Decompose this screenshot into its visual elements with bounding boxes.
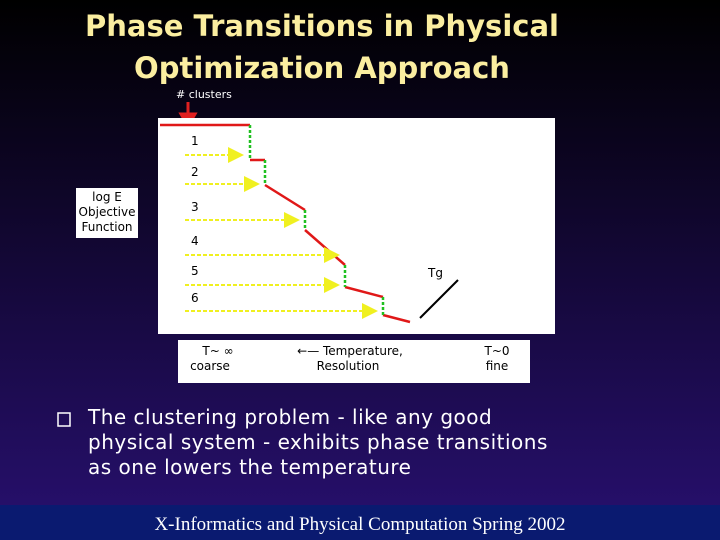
y-label: log E (92, 190, 122, 204)
x-label: coarse (190, 359, 230, 373)
title: Phase Transitions in Physical (85, 9, 559, 43)
cluster-label: 6 (191, 291, 199, 305)
footer: X-Informatics and Physical Computation S… (154, 514, 565, 535)
tg-arrow (419, 279, 459, 319)
x-label: T~0 (483, 344, 509, 358)
x-label: fine (486, 359, 509, 373)
cluster-label: 2 (191, 165, 199, 179)
cluster-label: 4 (191, 234, 199, 248)
y-marker: # clusters (176, 88, 232, 101)
y-label: Function (81, 220, 132, 234)
cluster-arrows (185, 147, 378, 319)
y-label: Objective (79, 205, 136, 219)
title: Optimization Approach (134, 51, 510, 85)
bullet-text: physical system - exhibits phase transit… (88, 430, 548, 454)
x-axis-box (178, 340, 530, 383)
y-label-box (76, 188, 138, 238)
x-label: T~ ∞ (201, 344, 233, 358)
x-label: Resolution (317, 359, 380, 373)
footer-bar (0, 505, 720, 540)
plot-area (158, 118, 555, 334)
bullet-text: The clustering problem - like any good (87, 405, 492, 429)
bullet-text: as one lowers the temperature (88, 455, 411, 479)
cluster-label: 3 (191, 200, 199, 214)
cluster-label: 1 (191, 134, 199, 148)
transitions (248, 125, 385, 315)
bullet-icon (57, 412, 71, 427)
tg-label: Tg (427, 266, 443, 280)
x-label: ←— Temperature, (297, 344, 403, 358)
cluster-label: 5 (191, 264, 199, 278)
